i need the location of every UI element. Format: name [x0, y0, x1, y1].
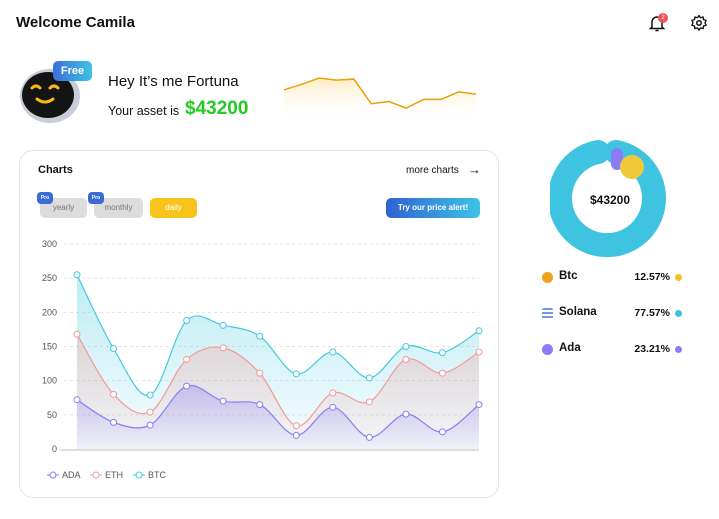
data-point-ada	[438, 428, 446, 436]
legend-label-eth: ETH	[105, 470, 123, 480]
data-point-ada	[219, 397, 227, 405]
data-point-ada	[365, 433, 373, 441]
greeting: Hey It’s me Fortuna	[108, 73, 239, 90]
legend-label-ada: ADA	[62, 470, 81, 480]
asset-sparkline	[283, 77, 477, 120]
gear-icon[interactable]	[690, 14, 708, 32]
data-point-eth	[256, 369, 264, 377]
series-area-ada	[77, 385, 479, 449]
data-point-eth	[329, 389, 337, 397]
color-dot	[675, 310, 682, 317]
bitcoin-icon	[542, 272, 553, 283]
y-tick-label: 50	[47, 410, 57, 420]
pro-badge: Pro	[88, 192, 104, 204]
notification-badge: 2	[658, 13, 668, 23]
y-tick-label: 0	[52, 444, 57, 454]
data-point-eth	[475, 348, 483, 356]
data-point-btc	[329, 348, 337, 356]
color-dot	[675, 346, 682, 353]
data-point-eth	[183, 355, 191, 363]
more-charts-link[interactable]: more charts	[406, 165, 459, 176]
robot-avatar	[20, 69, 80, 123]
data-point-eth	[292, 422, 300, 430]
data-point-ada	[256, 401, 264, 409]
data-point-ada	[475, 401, 483, 409]
tab-yearly[interactable]: yearly	[40, 198, 87, 218]
y-tick-label: 250	[42, 273, 57, 283]
legend-marker	[92, 471, 100, 479]
donut-segment-solana	[550, 140, 666, 258]
data-point-eth	[365, 398, 373, 406]
data-point-eth	[110, 390, 118, 398]
legend-label-btc: BTC	[148, 470, 167, 480]
data-point-btc	[219, 321, 227, 329]
data-point-eth	[438, 369, 446, 377]
sparkline-area	[284, 78, 476, 120]
portfolio-total: $43200	[589, 193, 631, 207]
y-tick-label: 200	[42, 307, 57, 317]
data-point-btc	[146, 391, 154, 399]
charts-title: Charts	[38, 164, 73, 176]
y-tick-label: 300	[42, 239, 57, 249]
tab-monthly[interactable]: monthly	[94, 198, 143, 218]
data-point-eth	[219, 344, 227, 352]
sparkline-line	[283, 77, 477, 109]
data-point-eth	[73, 330, 81, 338]
legend-marker	[49, 471, 57, 479]
page-title: Welcome Camila	[16, 14, 135, 31]
data-point-btc	[438, 349, 446, 357]
portfolio-donut	[550, 140, 666, 258]
portfolio-item-solana: Solana 77.57%	[542, 306, 682, 322]
price-alert-button[interactable]: Try our price alert!	[386, 198, 480, 218]
asset-label: Your asset is	[108, 104, 180, 118]
data-point-btc	[73, 271, 81, 279]
solana-icon	[542, 308, 553, 319]
color-dot	[675, 274, 682, 281]
cardano-icon	[542, 344, 553, 355]
donut-segment-btc	[620, 155, 644, 179]
y-tick-label: 100	[42, 376, 57, 386]
data-point-ada	[110, 418, 118, 426]
portfolio-item-btc: Btc 12.57%	[542, 270, 682, 286]
y-tick-label: 150	[42, 342, 57, 352]
data-point-btc	[402, 343, 410, 350]
data-point-ada	[73, 396, 81, 404]
pro-badge: Pro	[37, 192, 53, 204]
arrow-right-icon[interactable]: →	[468, 162, 481, 177]
data-point-eth	[402, 355, 410, 363]
data-point-btc	[475, 327, 483, 335]
data-point-ada	[183, 382, 191, 390]
portfolio-item-ada: Ada 23.21%	[542, 342, 682, 358]
data-point-btc	[183, 317, 191, 325]
legend-marker	[135, 471, 143, 479]
plan-badge: Free	[53, 61, 92, 81]
area-chart: 0 50 100 150 200 250 300 ADA ETH BTC	[42, 239, 483, 480]
data-point-ada	[329, 403, 337, 411]
charts-card	[19, 150, 499, 498]
data-point-btc	[110, 345, 118, 353]
data-point-ada	[292, 431, 300, 439]
asset-value: $43200	[185, 98, 249, 119]
data-point-btc	[292, 370, 300, 378]
data-point-btc	[365, 374, 373, 382]
data-point-eth	[146, 408, 154, 416]
data-point-ada	[402, 410, 410, 418]
data-point-ada	[146, 421, 154, 429]
data-point-btc	[256, 332, 264, 340]
tab-daily[interactable]: daily	[150, 198, 197, 218]
